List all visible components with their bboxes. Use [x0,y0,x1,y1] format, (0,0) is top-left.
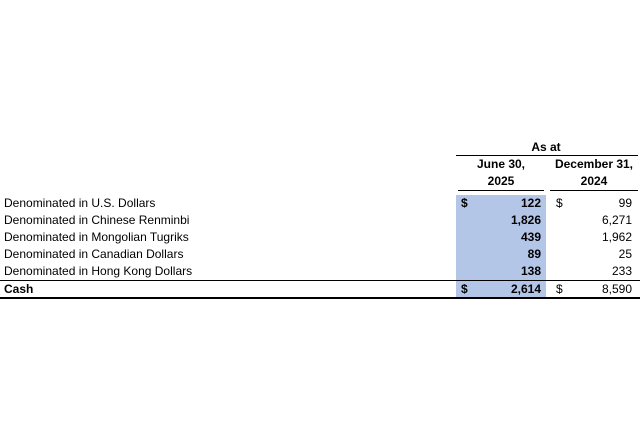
col-dec-2024-line2: 2024 [580,174,608,188]
current-value: 89 [527,247,541,261]
total-top-rule [0,280,640,281]
highlight-column [456,195,546,280]
col-june-underline [458,190,544,191]
prior-value: 1,962 [601,230,632,244]
as-at-header: As at [531,140,561,154]
col-june-2025-line2: 2025 [487,174,515,188]
col-dec-underline [550,190,638,191]
currency-sign: $ [461,196,468,210]
current-value: 1,826 [510,213,541,227]
total-prior-value: 8,590 [601,282,632,296]
prior-value: 99 [618,196,632,210]
currency-sign: $ [556,282,563,296]
total-label: Cash [4,282,34,296]
prior-value: 6,271 [601,213,632,227]
current-value: 122 [520,196,541,210]
current-value: 439 [520,230,541,244]
highlight-total-cell [456,281,546,297]
current-value: 138 [520,264,541,278]
as-at-underline [456,155,638,156]
row-label: Denominated in Canadian Dollars [4,247,184,261]
row-label: Denominated in Chinese Renminbi [4,213,190,227]
col-dec-2024-line1: December 31, [554,157,634,171]
currency-sign: $ [461,282,468,296]
row-label: Denominated in U.S. Dollars [4,196,156,210]
total-bottom-rule [0,297,640,299]
col-june-2025-line1: June 30, [476,157,526,171]
row-label: Denominated in Mongolian Tugriks [4,230,189,244]
prior-value: 233 [611,264,632,278]
currency-sign: $ [556,196,563,210]
row-label: Denominated in Hong Kong Dollars [4,264,193,278]
total-current-value: 2,614 [510,282,541,296]
prior-value: 25 [618,247,632,261]
